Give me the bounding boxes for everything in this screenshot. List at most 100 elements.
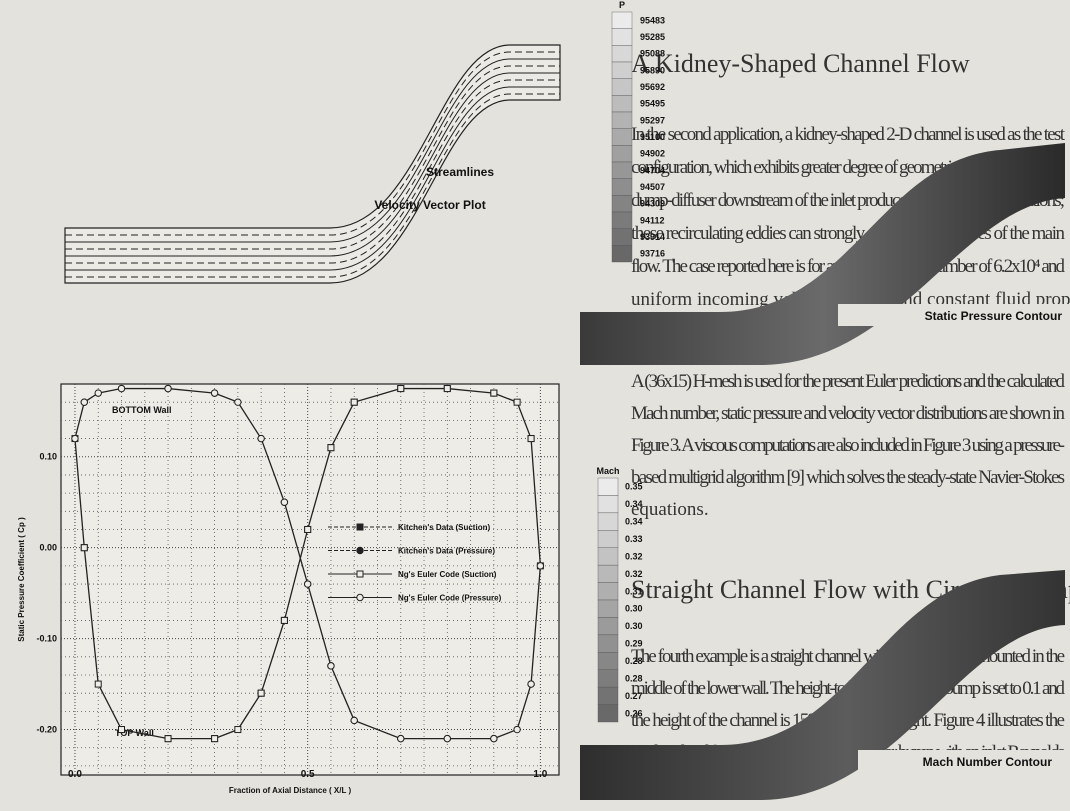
data-line (74, 387, 542, 740)
data-point (211, 735, 219, 743)
legend-title: P (619, 0, 625, 10)
legend-swatch (611, 61, 633, 79)
legend-label: 95285 (640, 32, 665, 42)
legend-label: 94704 (640, 165, 665, 175)
data-point (443, 734, 451, 743)
legend-label: 95483 (640, 15, 665, 25)
x-tick-label: 0.5 (301, 769, 315, 780)
data-point (490, 389, 498, 397)
contour-label: Mach Number Contour (923, 755, 1053, 769)
data-point (94, 680, 102, 688)
legend-swatch (597, 477, 619, 496)
legend-label: 94112 (640, 215, 665, 225)
legend-label: Kitchen's Data (Pressure) (398, 547, 495, 556)
data-point (80, 544, 88, 552)
text-line: In the second application, a kidney-shap… (631, 124, 1066, 145)
data-point (80, 398, 88, 406)
figure-label: Streamlines (426, 165, 494, 179)
legend-swatch (597, 704, 619, 723)
legend-label: 0.30 (625, 621, 643, 631)
legend-label: 94309 (640, 199, 665, 209)
data-point (350, 398, 358, 406)
pressure-legend: P 95483 95285 95088 95890 95692 95495 95297 9510… (611, 0, 665, 263)
legend-label: 0.33 (625, 534, 643, 544)
legend-swatch (611, 111, 633, 129)
legend-label: 94507 (640, 182, 665, 192)
legend-swatch (597, 582, 619, 601)
data-point (234, 726, 242, 734)
legend-swatch (611, 228, 633, 246)
text-line: these recirculating eddies can strongly … (631, 223, 1066, 244)
figure-label: Velocity Vector Plot (374, 198, 485, 212)
legend-label: 95890 (640, 65, 665, 75)
data-point (164, 735, 172, 743)
annotation: TOP Wall (115, 728, 154, 738)
legend-marker (356, 570, 364, 578)
annotation: BOTTOM Wall (112, 405, 172, 415)
legend-label: 0.31 (625, 586, 643, 596)
legend-label: 0.34 (625, 517, 643, 527)
text-line: equations. (631, 499, 709, 520)
legend-swatch (611, 245, 633, 263)
data-point (536, 562, 545, 570)
legend-label: 95495 (640, 99, 665, 109)
data-point (257, 434, 265, 443)
data-line (74, 387, 542, 740)
legend-label: 95692 (640, 82, 665, 92)
data-point (327, 444, 335, 452)
label-bg (838, 304, 1070, 326)
data-point (327, 662, 335, 670)
x-axis-label: Fraction of Axial Distance ( X/L ) (229, 786, 352, 795)
text-line: based multigrid algorithm [9] which solv… (631, 467, 1065, 488)
legend-swatch (611, 145, 633, 163)
legend-label: 0.26 (625, 708, 643, 718)
contour-label: Static Pressure Contour (925, 309, 1063, 323)
legend-label: 94902 (640, 149, 665, 159)
data-point (234, 398, 242, 406)
y-tick-label: 0.10 (39, 452, 57, 462)
legend-swatch (611, 78, 633, 96)
legend-swatch (611, 195, 633, 213)
legend-swatch (597, 564, 619, 583)
streamline (65, 86, 560, 271)
legend-label: 95297 (640, 115, 665, 125)
legend-label: 0.30 (625, 604, 643, 614)
legend-swatch (597, 547, 619, 566)
legend-label: Ng's Euler Code (Pressure) (398, 594, 502, 603)
text-line: Mach number, static pressure and velocit… (631, 403, 1066, 424)
legend-swatch (597, 495, 619, 514)
legend-label: 0.27 (625, 691, 643, 701)
data-point (303, 580, 312, 588)
legend-swatch (611, 128, 633, 146)
legend-swatch (597, 617, 619, 636)
data-point (397, 734, 405, 743)
data-point (443, 385, 451, 393)
plot-area (60, 383, 560, 776)
cp-chart: 0.0 0.5 1.0 0.10 0.00 -0.10 -0.20 Fraction of A… (17, 383, 560, 795)
streamline (65, 79, 560, 264)
label-bg (858, 750, 1070, 772)
heading: A Kidney-Shaped Channel Flow (631, 49, 970, 78)
legend-marker (356, 523, 364, 531)
streamline (65, 72, 560, 257)
legend-label: 93914 (640, 232, 665, 242)
data-point (513, 725, 521, 734)
legend-label: 95088 (640, 49, 665, 59)
streamline (65, 65, 560, 250)
text-line: Figure 3. A viscous computations are als… (631, 435, 1065, 456)
legend-label: 0.28 (625, 673, 643, 683)
legend-label: Ng's Euler Code (Suction) (398, 570, 497, 579)
data-point (397, 385, 405, 393)
legend-swatch (611, 28, 633, 46)
data-point (257, 689, 265, 697)
y-tick-label: 0.00 (39, 543, 57, 553)
legend-swatch (597, 634, 619, 653)
streamline (65, 51, 560, 236)
data-point (280, 498, 289, 506)
streamline (65, 58, 560, 243)
legend-label: 0.35 (625, 482, 643, 492)
legend-swatch (611, 45, 633, 63)
y-tick-label: -0.10 (36, 634, 57, 644)
legend-label: 0.32 (625, 569, 643, 579)
